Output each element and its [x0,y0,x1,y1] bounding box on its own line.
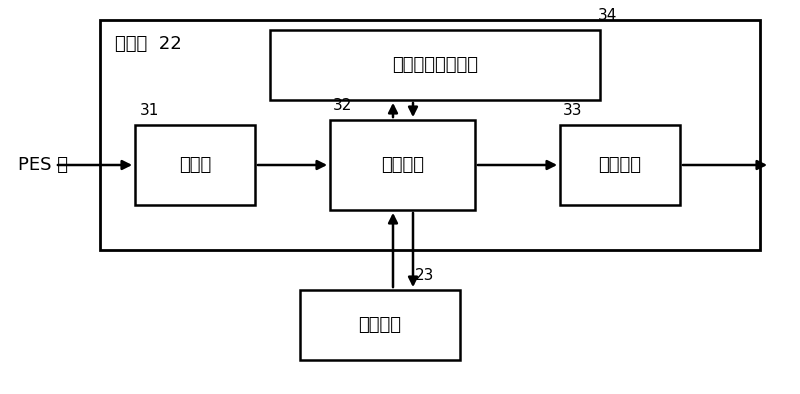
Bar [300,290,460,360]
Bar [560,125,680,205]
Bar [270,30,600,100]
Text: 33: 33 [563,103,582,118]
Text: 同步单元: 同步单元 [358,316,402,334]
Bar [330,120,475,210]
Text: 31: 31 [140,103,159,118]
Bar [100,20,760,250]
Bar [135,125,255,205]
Text: 解码器  22: 解码器 22 [115,35,182,53]
Text: 32: 32 [333,98,352,113]
Text: 缓冲器: 缓冲器 [179,156,211,174]
Text: 23: 23 [415,268,434,283]
Text: 不连续状态寄存器: 不连续状态寄存器 [392,56,478,74]
Text: 解码单元: 解码单元 [598,156,642,174]
Text: PES 流: PES 流 [18,156,68,174]
Text: 34: 34 [598,8,618,23]
Text: 解析单元: 解析单元 [381,156,424,174]
